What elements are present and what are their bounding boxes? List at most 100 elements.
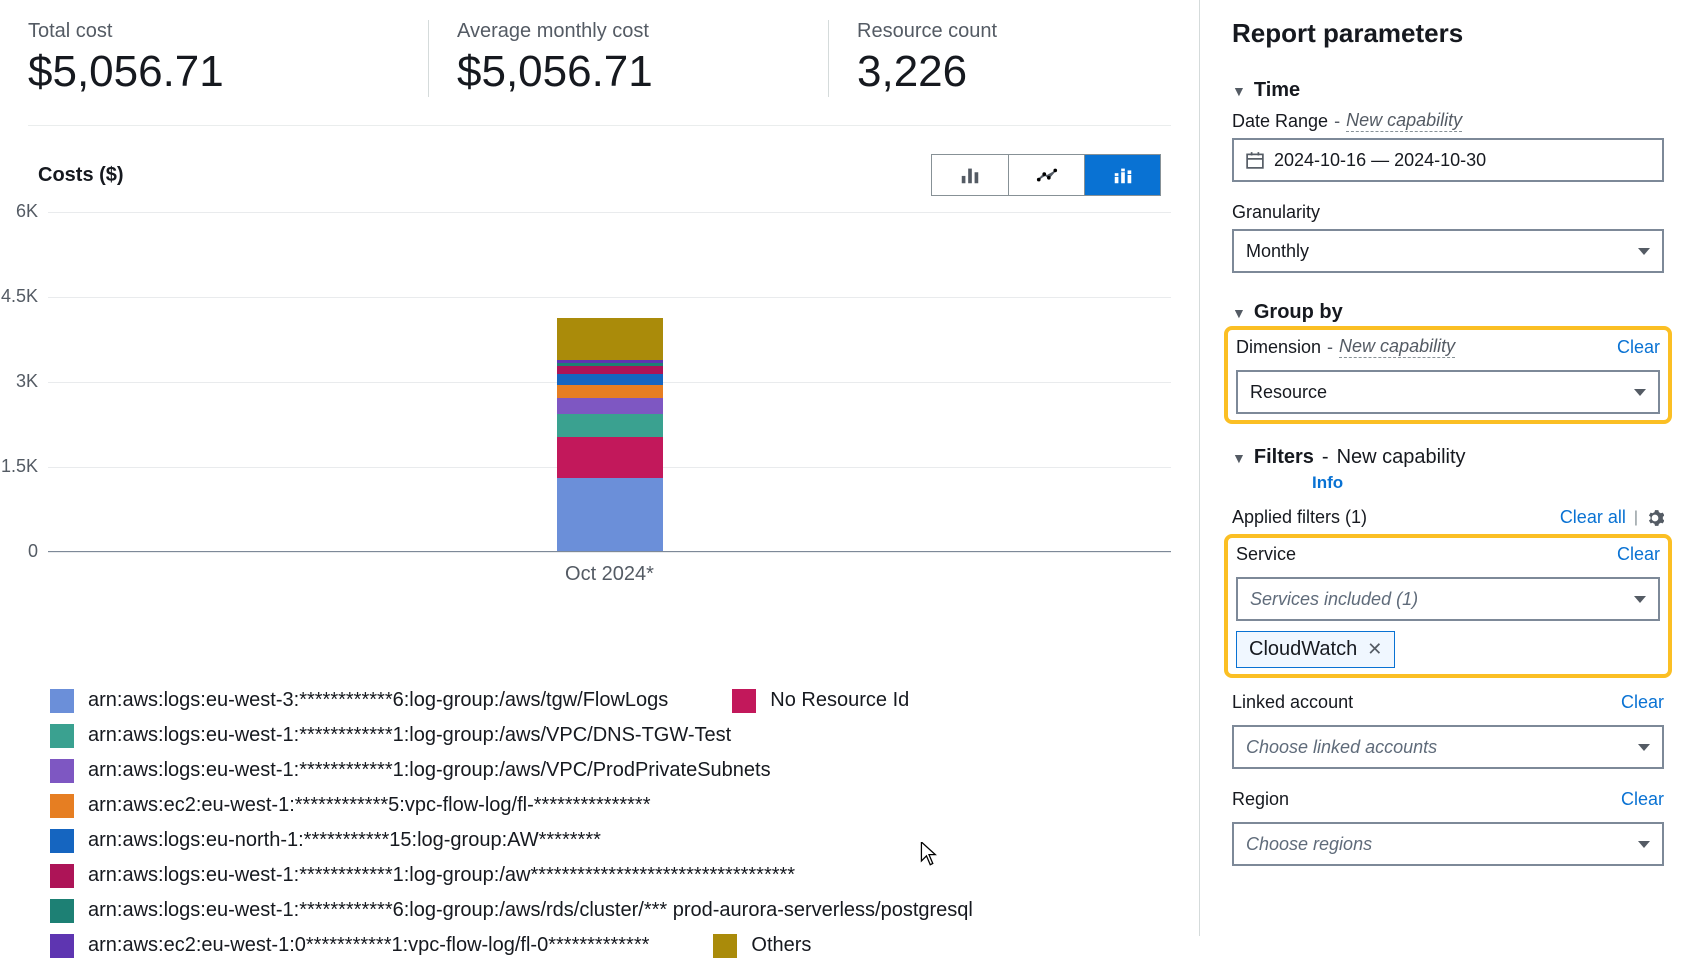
chevron-down-icon [1634, 596, 1646, 603]
linked-account-select[interactable]: Choose linked accounts [1232, 725, 1664, 769]
legend-swatch [50, 899, 74, 923]
chevron-down-icon [1634, 389, 1646, 396]
date-range-input[interactable]: 2024-10-16 — 2024-10-30 [1232, 138, 1664, 182]
service-tag-label: CloudWatch [1249, 638, 1357, 661]
calendar-icon [1246, 151, 1264, 169]
dimension-label: Dimension [1236, 337, 1321, 358]
legend-swatch [713, 934, 737, 958]
legend-item[interactable]: arn:aws:logs:eu-north-1:***********15:lo… [50, 825, 1161, 856]
highlight-dimension: Dimension - New capability Clear Resourc… [1224, 326, 1672, 424]
legend-label: arn:aws:logs:eu-west-1:************1:log… [88, 755, 771, 786]
bar-segment[interactable] [557, 437, 663, 479]
chart-type-bar-button[interactable] [932, 155, 1008, 195]
legend-label: Others [751, 930, 811, 961]
chart-type-stacked-button[interactable] [1084, 155, 1160, 195]
bar-chart-icon [959, 164, 981, 186]
summary-count-label: Resource count [857, 20, 997, 43]
legend-swatch [50, 759, 74, 783]
legend-item[interactable]: arn:aws:logs:eu-west-1:************1:log… [50, 720, 1161, 751]
gear-icon[interactable] [1646, 509, 1664, 527]
section-filters-label: Filters [1254, 446, 1314, 469]
summary-total-value: $5,056.71 [28, 47, 400, 97]
linked-account-placeholder: Choose linked accounts [1246, 737, 1437, 758]
summary-resource-count: Resource count 3,226 [828, 20, 1025, 97]
linked-clear-link[interactable]: Clear [1621, 692, 1664, 713]
remove-tag-icon[interactable]: ✕ [1367, 639, 1382, 660]
gridline [48, 212, 1171, 213]
service-select-value: Services included (1) [1250, 589, 1418, 610]
bar-segment[interactable] [557, 366, 663, 374]
dimension-value: Resource [1250, 382, 1327, 403]
region-label: Region [1232, 789, 1289, 810]
chart-y-axis: 6K4.5K3K1.5K0 [38, 212, 48, 637]
legend-item[interactable]: Others [713, 930, 811, 961]
bar-segment[interactable] [557, 374, 663, 385]
caret-down-icon: ▼ [1232, 305, 1246, 321]
legend-label: arn:aws:logs:eu-north-1:***********15:lo… [88, 825, 601, 856]
service-clear-link[interactable]: Clear [1617, 544, 1660, 565]
service-select[interactable]: Services included (1) [1236, 577, 1660, 621]
legend-label: arn:aws:ec2:eu-west-1:************5:vpc-… [88, 790, 651, 821]
chevron-down-icon [1638, 744, 1650, 751]
legend-item[interactable]: arn:aws:logs:eu-west-1:************1:log… [50, 860, 1161, 891]
section-groupby-label: Group by [1254, 301, 1343, 324]
dimension-clear-link[interactable]: Clear [1617, 337, 1660, 358]
section-time-header[interactable]: ▼ Time [1232, 71, 1664, 110]
chart-x-label: Oct 2024* [48, 551, 1171, 586]
legend-swatch [50, 864, 74, 888]
service-filter-label: Service [1236, 544, 1296, 565]
stacked-bar-chart-icon [1112, 164, 1134, 186]
legend-item[interactable]: arn:aws:logs:eu-west-3:************6:log… [50, 685, 668, 716]
clear-all-link[interactable]: Clear all [1560, 507, 1626, 528]
legend-item[interactable]: arn:aws:logs:eu-west-1:************6:log… [50, 895, 1161, 926]
service-tag-cloudwatch: CloudWatch ✕ [1236, 631, 1395, 668]
summary-count-value: 3,226 [857, 47, 997, 97]
summary-avg-label: Average monthly cost [457, 20, 800, 43]
date-range-value: 2024-10-16 — 2024-10-30 [1274, 150, 1486, 171]
legend-label: arn:aws:logs:eu-west-1:************1:log… [88, 720, 731, 751]
chart-type-toggle [931, 154, 1161, 196]
bar-segment[interactable] [557, 385, 663, 398]
bar-segment[interactable] [557, 478, 663, 551]
legend-swatch [50, 724, 74, 748]
legend-swatch [50, 934, 74, 958]
line-chart-icon [1036, 164, 1058, 186]
date-range-label: Date Range [1232, 111, 1328, 132]
legend-label: arn:aws:ec2:eu-west-1:0***********1:vpc-… [88, 930, 649, 961]
side-panel-title: Report parameters [1232, 18, 1463, 49]
filters-info-link[interactable]: Info [1312, 473, 1343, 492]
caret-down-icon: ▼ [1232, 450, 1246, 466]
caret-down-icon: ▼ [1232, 83, 1246, 99]
bar-segment[interactable] [557, 398, 663, 414]
dimension-select[interactable]: Resource [1236, 370, 1660, 414]
chart-bar [557, 318, 663, 551]
legend-swatch [732, 689, 756, 713]
summary-row: Total cost $5,056.71 Average monthly cos… [28, 20, 1171, 126]
legend-item[interactable]: No Resource Id [732, 685, 909, 716]
legend-swatch [50, 689, 74, 713]
granularity-select[interactable]: Monthly [1232, 229, 1664, 273]
region-select[interactable]: Choose regions [1232, 822, 1664, 866]
region-clear-link[interactable]: Clear [1621, 789, 1664, 810]
summary-avg-cost: Average monthly cost $5,056.71 [428, 20, 828, 97]
chart-legend: arn:aws:logs:eu-west-3:************6:log… [28, 637, 1171, 961]
applied-filters-label: Applied filters (1) [1232, 507, 1367, 528]
section-filters-header[interactable]: ▼ Filters - New capability [1232, 438, 1664, 477]
cost-chart: 6K4.5K3K1.5K0 Oct 2024* [28, 212, 1171, 637]
chart-type-line-button[interactable] [1008, 155, 1084, 195]
summary-avg-value: $5,056.71 [457, 47, 800, 97]
gridline [48, 297, 1171, 298]
new-capability-badge: New capability [1346, 110, 1462, 132]
legend-label: No Resource Id [770, 685, 909, 716]
new-capability-badge: New capability [1337, 446, 1466, 469]
chevron-down-icon [1638, 841, 1650, 848]
legend-label: arn:aws:logs:eu-west-3:************6:log… [88, 685, 668, 716]
bar-segment[interactable] [557, 414, 663, 437]
legend-item[interactable]: arn:aws:ec2:eu-west-1:************5:vpc-… [50, 790, 1161, 821]
bar-segment[interactable] [557, 318, 663, 361]
legend-swatch [50, 829, 74, 853]
legend-label: arn:aws:logs:eu-west-1:************1:log… [88, 860, 795, 891]
legend-item[interactable]: arn:aws:ec2:eu-west-1:0***********1:vpc-… [50, 930, 649, 961]
highlight-service-filter: Service Clear Services included (1) Clou… [1224, 534, 1672, 678]
legend-item[interactable]: arn:aws:logs:eu-west-1:************1:log… [50, 755, 1161, 786]
